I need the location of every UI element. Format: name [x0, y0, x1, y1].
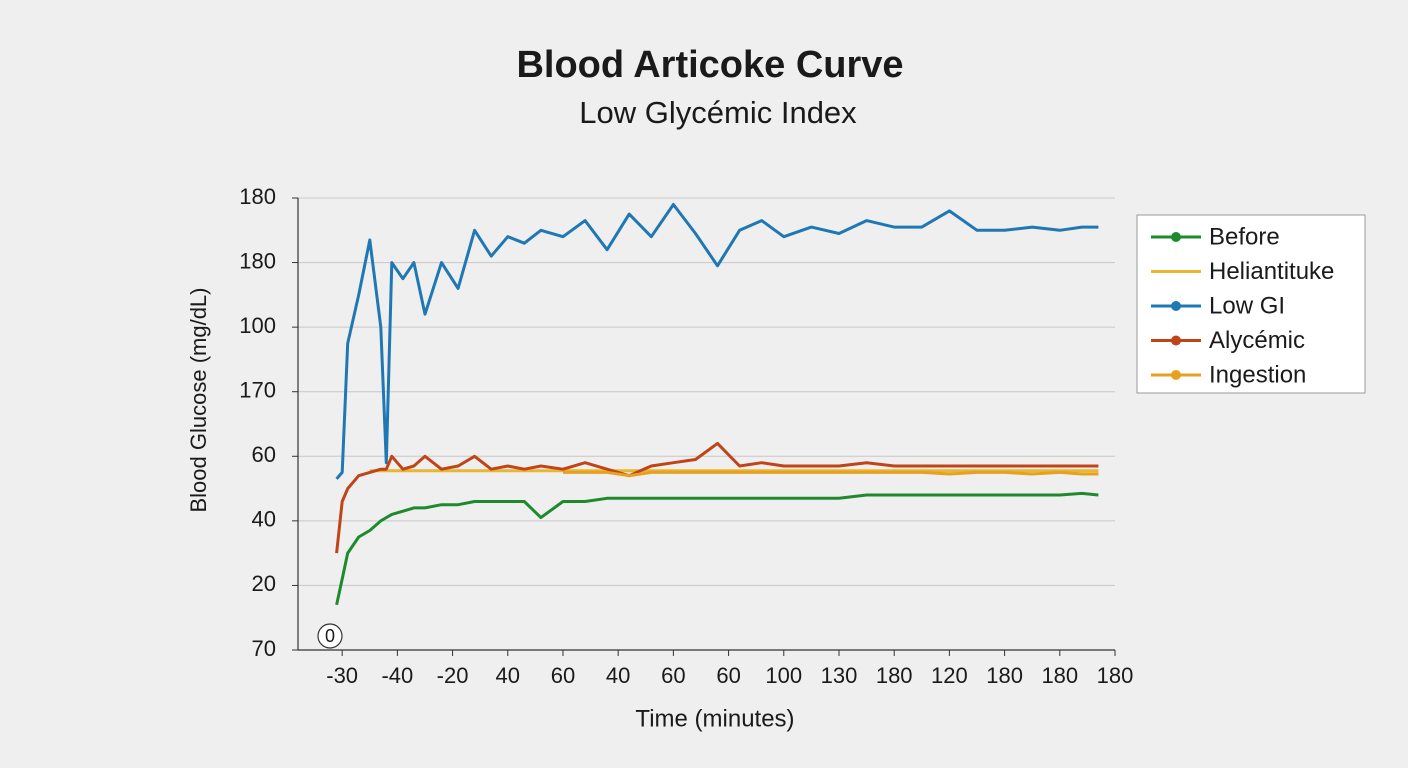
- x-tick-label: -30: [326, 663, 358, 688]
- x-tick-label: 130: [821, 663, 858, 688]
- series-line: [335, 491, 1099, 606]
- x-tick-label: 40: [496, 663, 520, 688]
- annotation-circle: [317, 623, 343, 649]
- legend-marker: [1171, 301, 1181, 311]
- legend-marker: [1171, 370, 1181, 380]
- x-tick-label: 100: [765, 663, 802, 688]
- x-tick-label: -40: [381, 663, 413, 688]
- x-axis-label: Time (minutes): [635, 705, 794, 732]
- series-line: [335, 441, 1099, 554]
- x-tick-label: 180: [1041, 663, 1078, 688]
- x-tick-label: 60: [551, 663, 575, 688]
- annotation: 0: [325, 626, 335, 646]
- x-tick-label: 180: [986, 663, 1023, 688]
- y-tick-label: 180: [239, 248, 276, 273]
- x-tick-label: 120: [931, 663, 968, 688]
- y-tick-label: 70: [252, 636, 276, 661]
- x-tick-label: 180: [1097, 663, 1134, 688]
- legend-label: Low GI: [1209, 292, 1285, 319]
- chart-subtitle: Low Glycémic Index: [579, 95, 857, 130]
- series-line: [563, 470, 1099, 478]
- y-tick-label: 60: [252, 442, 276, 467]
- y-tick-label: 20: [252, 571, 276, 596]
- legend-marker: [1171, 232, 1181, 242]
- legend-label: Heliantituke: [1209, 258, 1334, 285]
- legend-marker: [1171, 335, 1181, 346]
- x-tick-label: 180: [876, 663, 913, 688]
- x-tick-label: -20: [437, 663, 469, 688]
- y-tick-label: 40: [252, 507, 276, 532]
- y-axis-label: Blood Glucose (mg/dL): [186, 288, 211, 513]
- y-tick-label: 180: [239, 184, 276, 209]
- legend-label: Ingestion: [1209, 361, 1306, 388]
- legend-label: Before: [1209, 223, 1280, 250]
- y-tick-label: 100: [239, 313, 276, 338]
- y-tick-label: 170: [239, 378, 276, 403]
- series-line: [335, 203, 1099, 480]
- x-tick-label: 60: [716, 663, 740, 688]
- legend-label: Alycémic: [1209, 327, 1305, 354]
- chart-title: Blood Articoke Curve: [516, 44, 903, 86]
- x-tick-label: 40: [606, 663, 630, 688]
- x-tick-label: 60: [661, 663, 685, 688]
